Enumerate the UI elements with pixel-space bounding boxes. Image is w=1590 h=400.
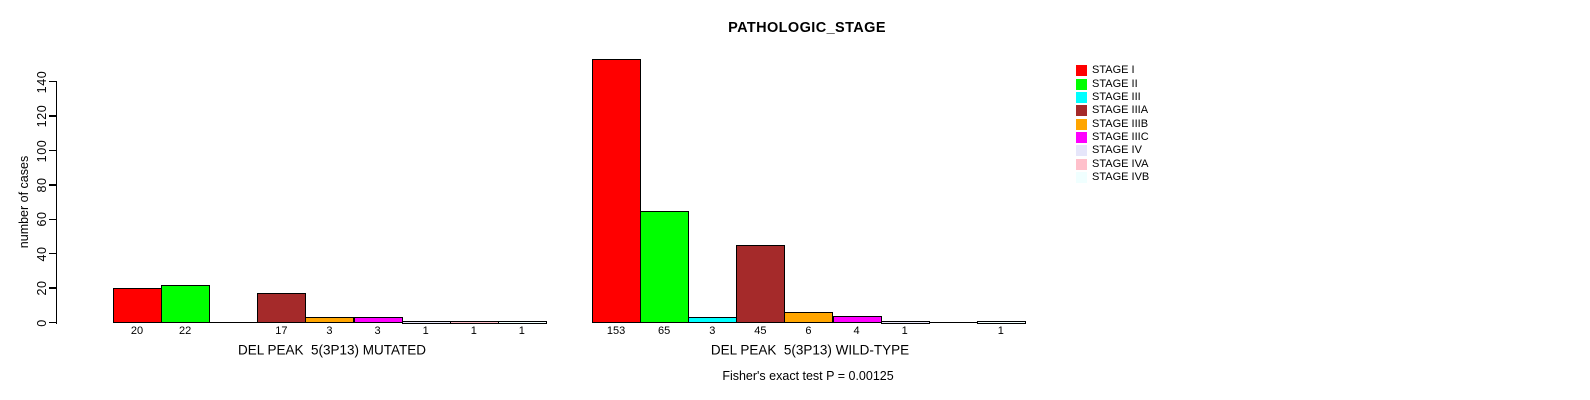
bar-stage-iiia: [736, 245, 786, 324]
legend-item-stage-i: STAGE I: [1076, 64, 1149, 77]
y-axis-tick: [49, 184, 57, 186]
bar-stage-iv: [880, 320, 930, 324]
chart-title: PATHOLOGIC_STAGE: [728, 20, 886, 36]
y-axis-line: [55, 81, 57, 324]
legend-label: STAGE IIIB: [1092, 117, 1149, 130]
bar-stage-ii: [640, 210, 690, 324]
legend-label: STAGE IIIC: [1092, 130, 1149, 143]
bar-stage-ivb: [976, 320, 1026, 324]
y-tick-label: 40: [35, 246, 49, 262]
bar-stage-iii: [688, 317, 738, 324]
bar-stage-iiic: [353, 317, 403, 324]
y-tick-label: 80: [35, 177, 49, 193]
legend-label: STAGE I: [1092, 64, 1135, 77]
bar-value-label: 22: [179, 324, 192, 337]
y-tick-label: 100: [35, 139, 49, 162]
y-tick-label: 120: [35, 104, 49, 128]
bar-value-label: 65: [658, 324, 671, 337]
legend-swatch-stage-ii: [1076, 78, 1087, 90]
bar-stage-iiia: [257, 293, 307, 324]
group-x-label: DEL PEAK 5(3P13) WILD-TYPE: [710, 342, 910, 358]
y-axis-tick: [49, 287, 57, 289]
y-axis-tick: [49, 115, 57, 117]
bar-value-label: 17: [275, 324, 288, 337]
bar-value-label: 1: [470, 324, 477, 337]
legend-item-stage-iva: STAGE IVA: [1076, 157, 1149, 170]
legend-swatch-stage-iv: [1076, 145, 1087, 157]
bar-value-label: 6: [805, 324, 812, 337]
bar-value-label: 153: [606, 324, 626, 337]
legend-label: STAGE IVB: [1092, 170, 1150, 183]
legend-item-stage-iiib: STAGE IIIB: [1076, 117, 1149, 130]
legend-swatch-stage-iiib: [1076, 118, 1087, 130]
legend-item-stage-iiia: STAGE IIIA: [1076, 104, 1149, 117]
bar-stage-i: [592, 59, 642, 324]
bar-value-label: 3: [374, 324, 381, 337]
bar-stage-iiic: [832, 315, 882, 324]
bar-value-label: 1: [422, 324, 429, 337]
legend-label: STAGE III: [1092, 90, 1141, 103]
bar-value-label: 1: [997, 324, 1004, 337]
y-axis-tick: [49, 218, 57, 221]
fisher-exact-test-annotation: Fisher's exact test P = 0.00125: [722, 369, 894, 383]
bar-value-label: 20: [130, 324, 144, 337]
legend-item-stage-iii: STAGE III: [1076, 91, 1149, 104]
bar-stage-iva: [449, 320, 499, 324]
legend-label: STAGE IIIA: [1092, 104, 1149, 117]
y-axis-label: number of cases: [17, 155, 31, 249]
bar-stage-ii: [161, 284, 211, 324]
bar-stage-i: [113, 288, 163, 324]
legend-item-stage-iiic: STAGE IIIC: [1076, 131, 1149, 144]
y-axis-tick: [49, 321, 57, 324]
group-x-label: DEL PEAK 5(3P13) MUTATED: [237, 342, 427, 358]
legend-swatch-stage-iva: [1076, 158, 1087, 170]
bar-value-label: 4: [853, 324, 860, 337]
legend-swatch-stage-i: [1076, 65, 1087, 77]
legend-label: STAGE IV: [1092, 144, 1142, 157]
legend-item-stage-ivb: STAGE IVB: [1076, 171, 1149, 184]
bar-value-label: 1: [901, 324, 908, 337]
bar-stage-iiib: [784, 312, 834, 324]
y-axis-tick: [49, 149, 57, 152]
bar-value-label: 1: [518, 324, 525, 337]
legend-swatch-stage-iii: [1076, 91, 1087, 103]
y-axis-tick: [49, 252, 57, 255]
y-tick-label: 0: [35, 318, 49, 327]
bar-stage-iv: [401, 320, 451, 324]
y-tick-label: 60: [35, 211, 49, 227]
legend-item-stage-ii: STAGE II: [1076, 77, 1149, 90]
bar-stage-iiib: [305, 317, 355, 324]
legend-label: STAGE IVA: [1092, 157, 1149, 170]
legend-swatch-stage-iiia: [1076, 105, 1087, 117]
legend-item-stage-iv: STAGE IV: [1076, 144, 1149, 157]
legend-label: STAGE II: [1092, 77, 1138, 90]
bar-value-label: 3: [709, 324, 716, 337]
bar-value-label: 45: [754, 324, 767, 337]
legend-swatch-stage-iiic: [1076, 131, 1087, 143]
bar-value-label: 3: [326, 324, 333, 337]
legend-swatch-stage-ivb: [1076, 171, 1087, 183]
bar-stage-ivb: [497, 320, 547, 324]
y-tick-label: 140: [35, 70, 49, 94]
y-tick-label: 20: [35, 280, 49, 296]
legend: STAGE I STAGE II STAGE III STAGE IIIA STAGE …: [1076, 64, 1149, 184]
y-axis-tick: [49, 80, 57, 83]
